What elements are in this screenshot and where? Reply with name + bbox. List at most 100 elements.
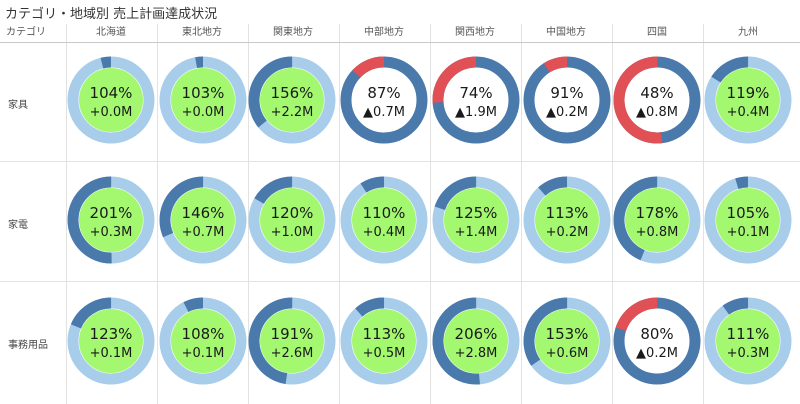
donut-ring-base	[67, 56, 155, 144]
donut-center	[79, 188, 143, 252]
donut-arc-actual	[248, 297, 336, 385]
grid-vline	[157, 24, 158, 404]
donut-ring-base	[704, 176, 792, 264]
donut-arc-shortfall	[340, 56, 428, 144]
donut-center	[716, 68, 780, 132]
donut-arc-actual	[432, 297, 520, 385]
delta-label: +0.7M	[182, 225, 225, 240]
donut-center	[444, 309, 508, 373]
dashboard-title: カテゴリ・地域別 売上計画達成状況	[5, 7, 218, 22]
delta-label: ▲0.7M	[363, 105, 405, 120]
donut-arc-shortfall	[432, 56, 520, 144]
donut-arc-actual	[248, 56, 336, 144]
header-region-3: 関東地方	[273, 27, 313, 38]
donut-arc-actual	[704, 176, 792, 264]
donut-arc-actual	[523, 176, 611, 264]
donut-arc-actual	[523, 297, 611, 385]
percent-label: 201%	[90, 204, 133, 222]
delta-label: +1.0M	[271, 225, 314, 240]
percent-label: 105%	[727, 204, 770, 222]
donut-center	[625, 68, 689, 132]
percent-label: 123%	[90, 325, 133, 343]
donut-arc-actual	[159, 56, 247, 144]
donut-center	[625, 309, 689, 373]
header-region-7: 四国	[647, 27, 667, 38]
donut-center	[444, 188, 508, 252]
delta-label: +2.2M	[271, 105, 314, 120]
delta-label: +1.4M	[455, 225, 498, 240]
percent-label: 113%	[363, 325, 406, 343]
donut-center	[352, 309, 416, 373]
header-region-6: 中国地方	[546, 27, 586, 38]
delta-label: +0.4M	[727, 105, 770, 120]
donut-center	[625, 188, 689, 252]
delta-label: +0.4M	[363, 225, 406, 240]
delta-label: +0.5M	[363, 346, 406, 361]
delta-label: +0.0M	[182, 105, 225, 120]
donut-arc-actual	[248, 176, 336, 264]
grid-vline	[66, 24, 67, 404]
percent-label: 104%	[90, 84, 133, 102]
donut-center	[260, 309, 324, 373]
donut-arc-actual	[704, 297, 792, 385]
grid-vline	[612, 24, 613, 404]
header-region-2: 東北地方	[182, 27, 222, 38]
donut-arc-shortfall	[613, 56, 701, 144]
percent-label: 146%	[182, 204, 225, 222]
donut-arc-actual	[67, 176, 155, 264]
percent-label: 108%	[182, 325, 225, 343]
donut-center	[352, 188, 416, 252]
donut-center	[535, 68, 599, 132]
grid-hline	[0, 281, 800, 282]
donut-arc-actual	[704, 56, 792, 144]
donut-center	[444, 68, 508, 132]
donut-center	[716, 188, 780, 252]
grid-vline	[339, 24, 340, 404]
delta-label: +0.1M	[182, 346, 225, 361]
delta-label: ▲0.2M	[636, 346, 678, 361]
percent-label: 153%	[546, 325, 589, 343]
percent-label: 74%	[459, 84, 492, 102]
donut-center	[535, 188, 599, 252]
header-category: カテゴリ	[6, 27, 46, 38]
row-label-2: 家電	[8, 220, 28, 231]
donut-center	[352, 68, 416, 132]
delta-label: +0.2M	[546, 225, 589, 240]
donut-arc-actual	[67, 56, 155, 144]
delta-label: ▲0.8M	[636, 105, 678, 120]
percent-label: 87%	[367, 84, 400, 102]
percent-label: 125%	[455, 204, 498, 222]
grid-vline	[521, 24, 522, 404]
grid-vline	[430, 24, 431, 404]
percent-label: 191%	[271, 325, 314, 343]
percent-label: 48%	[640, 84, 673, 102]
header-region-5: 関西地方	[455, 27, 495, 38]
delta-label: +2.8M	[455, 346, 498, 361]
delta-label: +0.3M	[90, 225, 133, 240]
donut-arc-actual	[159, 297, 247, 385]
header-region-8: 九州	[738, 27, 758, 38]
percent-label: 206%	[455, 325, 498, 343]
donut-arc-actual	[67, 297, 155, 385]
percent-label: 113%	[546, 204, 589, 222]
grid-hline	[0, 161, 800, 162]
donut-arc-actual	[432, 176, 520, 264]
donut-center	[260, 188, 324, 252]
percent-label: 91%	[550, 84, 583, 102]
donut-center	[171, 68, 235, 132]
header-region-1: 北海道	[96, 27, 126, 38]
delta-label: +0.8M	[636, 225, 679, 240]
delta-label: ▲1.9M	[455, 105, 497, 120]
delta-label: +0.6M	[546, 346, 589, 361]
donut-arc-shortfall	[523, 56, 611, 144]
delta-label: ▲0.2M	[546, 105, 588, 120]
donut-center	[79, 309, 143, 373]
percent-label: 120%	[271, 204, 314, 222]
donut-arc-actual	[159, 176, 247, 264]
percent-label: 119%	[727, 84, 770, 102]
header-region-4: 中部地方	[364, 27, 404, 38]
delta-label: +0.3M	[727, 346, 770, 361]
percent-label: 111%	[727, 325, 770, 343]
donut-center	[79, 68, 143, 132]
